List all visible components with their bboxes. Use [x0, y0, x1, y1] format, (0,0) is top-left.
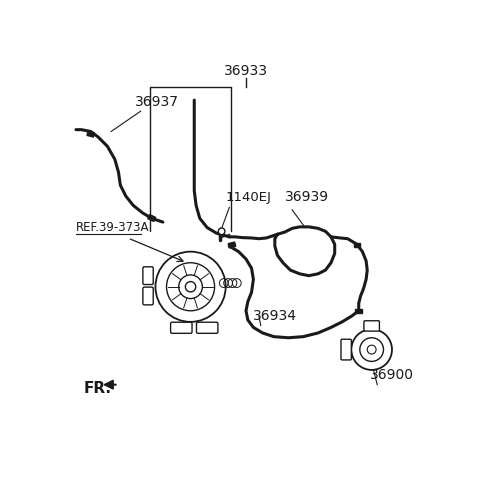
FancyBboxPatch shape — [341, 339, 351, 360]
FancyBboxPatch shape — [143, 267, 153, 285]
Text: REF.39-373A: REF.39-373A — [76, 221, 149, 234]
FancyBboxPatch shape — [364, 321, 379, 331]
Circle shape — [218, 228, 225, 235]
Text: FR.: FR. — [84, 381, 111, 396]
Polygon shape — [355, 309, 362, 313]
Text: 36937: 36937 — [135, 95, 179, 108]
Circle shape — [185, 282, 196, 292]
Text: 36939: 36939 — [285, 190, 329, 204]
Polygon shape — [354, 243, 360, 247]
Polygon shape — [228, 242, 236, 248]
Text: 1140EJ: 1140EJ — [226, 191, 272, 204]
Polygon shape — [148, 215, 156, 221]
FancyBboxPatch shape — [196, 322, 218, 333]
Text: 36900: 36900 — [370, 368, 414, 382]
Polygon shape — [87, 131, 95, 137]
Text: 36933: 36933 — [224, 64, 268, 78]
Text: 36934: 36934 — [253, 309, 298, 323]
FancyBboxPatch shape — [170, 322, 192, 333]
FancyBboxPatch shape — [143, 287, 153, 305]
Circle shape — [367, 345, 376, 354]
